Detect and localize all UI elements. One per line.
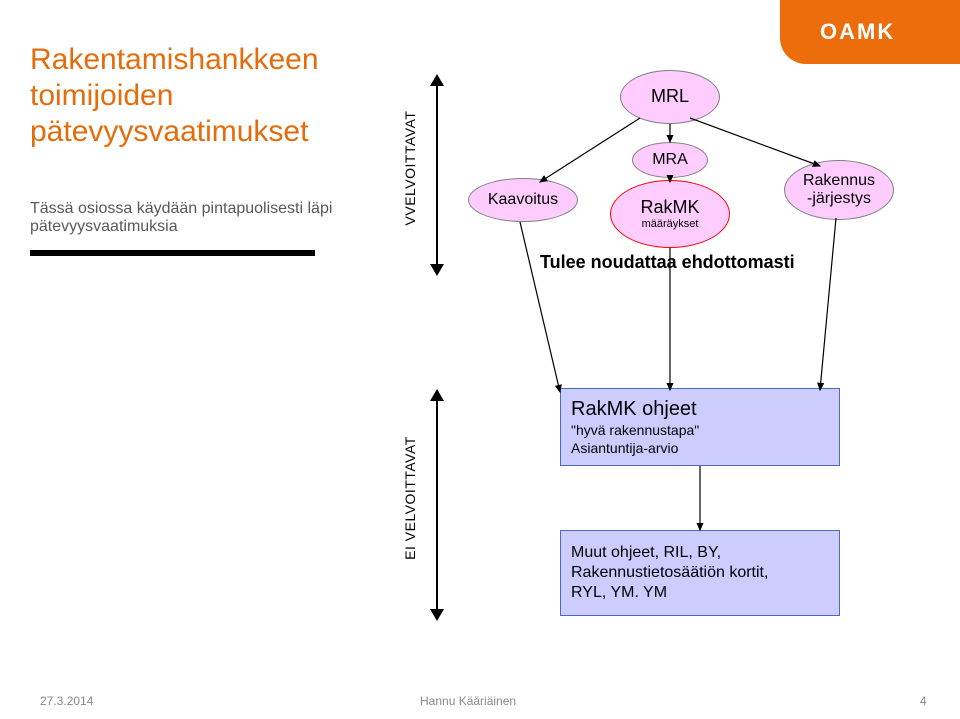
- node-kaavoitus-label: Kaavoitus: [488, 191, 558, 209]
- node-mra-label: MRA: [652, 151, 688, 169]
- footer-page-number: 4: [920, 694, 927, 708]
- range-arrow-binding: [430, 75, 444, 275]
- page-title: Rakentamishankkeentoimijoidenpätevyysvaa…: [30, 42, 370, 150]
- node-rakmk-sub: määräykset: [642, 218, 699, 230]
- range-arrow-nonbinding: [430, 390, 444, 620]
- node-rj-sub: -järjestys: [807, 190, 871, 208]
- box-rakmk-ohjeet: RakMK ohjeet"hyvä rakennustapa"Asiantunt…: [560, 388, 840, 466]
- axis-label-binding: VVELVOITTAVAT: [402, 88, 418, 248]
- subtitle-underline: [30, 250, 315, 256]
- binding-statement: Tulee noudattaa ehdottomasti: [540, 252, 795, 273]
- page-subtitle: Tässä osiossa käydään pintapuolisesti lä…: [30, 200, 390, 236]
- axis-label-nonbinding: EI VELVOITTAVAT: [402, 418, 418, 578]
- node-mra: MRA: [632, 142, 708, 178]
- brand-header: OAMK: [780, 0, 960, 64]
- node-rakmk: RakMK määräykset: [610, 180, 730, 248]
- node-rakennusjarjestys: Rakennus -järjestys: [784, 160, 894, 220]
- node-mrl-label: MRL: [651, 87, 689, 107]
- node-rj-label: Rakennus: [803, 172, 875, 190]
- node-mrl: MRL: [620, 70, 720, 124]
- node-kaavoitus: Kaavoitus: [468, 178, 578, 222]
- brand-logo-text: OAMK: [820, 19, 895, 45]
- node-rakmk-label: RakMK: [640, 198, 699, 218]
- footer-date: 27.3.2014: [40, 694, 93, 708]
- box-muut-ohjeet: Muut ohjeet, RIL, BY,Rakennustietosäätiö…: [560, 530, 840, 616]
- footer-author: Hannu Kääriäinen: [420, 694, 516, 708]
